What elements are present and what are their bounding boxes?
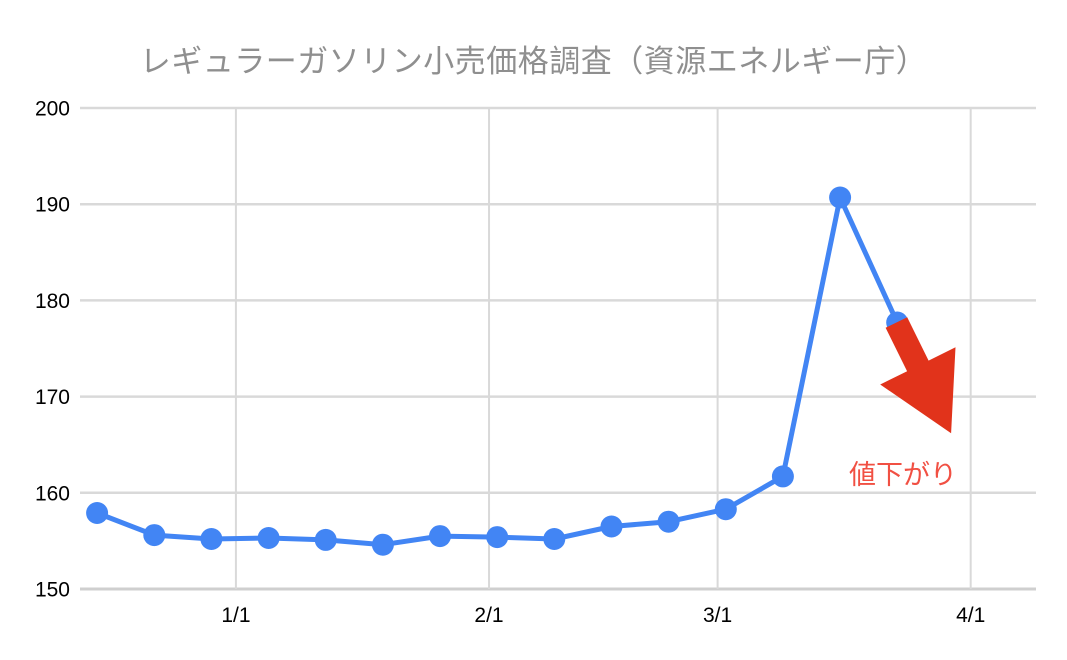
gridlines <box>80 106 1036 591</box>
data-point <box>314 528 337 551</box>
data-point <box>86 502 109 524</box>
x-axis-tick-labels: 1/1 2/1 3/1 4/1 <box>221 604 985 627</box>
data-point <box>771 465 794 488</box>
y-tick-label: 200 <box>35 98 70 121</box>
data-point <box>371 533 394 556</box>
x-tick-label: 4/1 <box>956 604 985 627</box>
y-tick-label: 170 <box>35 386 70 409</box>
price-drop-arrow-icon <box>880 317 956 434</box>
y-tick-label: 160 <box>35 482 70 505</box>
x-tick-label: 2/1 <box>474 604 503 627</box>
annotation-label: 値下がり <box>849 460 957 490</box>
data-point <box>600 515 623 538</box>
y-axis-tick-labels: 150 160 170 180 190 200 <box>35 98 70 602</box>
y-tick-label: 150 <box>35 579 70 602</box>
data-point <box>257 527 280 549</box>
y-tick-label: 180 <box>35 290 70 313</box>
x-tick-label: 3/1 <box>703 604 732 627</box>
data-point <box>829 186 852 209</box>
chart-title: レギュラーガソリン小売価格調査（資源エネルギー庁） <box>139 44 928 79</box>
annotation-group <box>880 317 956 434</box>
y-tick-label: 190 <box>35 194 70 217</box>
data-point <box>200 528 223 550</box>
data-point <box>486 526 509 549</box>
data-point <box>543 528 566 550</box>
x-tick-label: 1/1 <box>221 604 250 627</box>
data-point <box>714 498 737 521</box>
price-series <box>86 186 909 556</box>
data-point <box>429 525 451 548</box>
data-point <box>143 524 166 547</box>
data-point <box>657 510 680 533</box>
